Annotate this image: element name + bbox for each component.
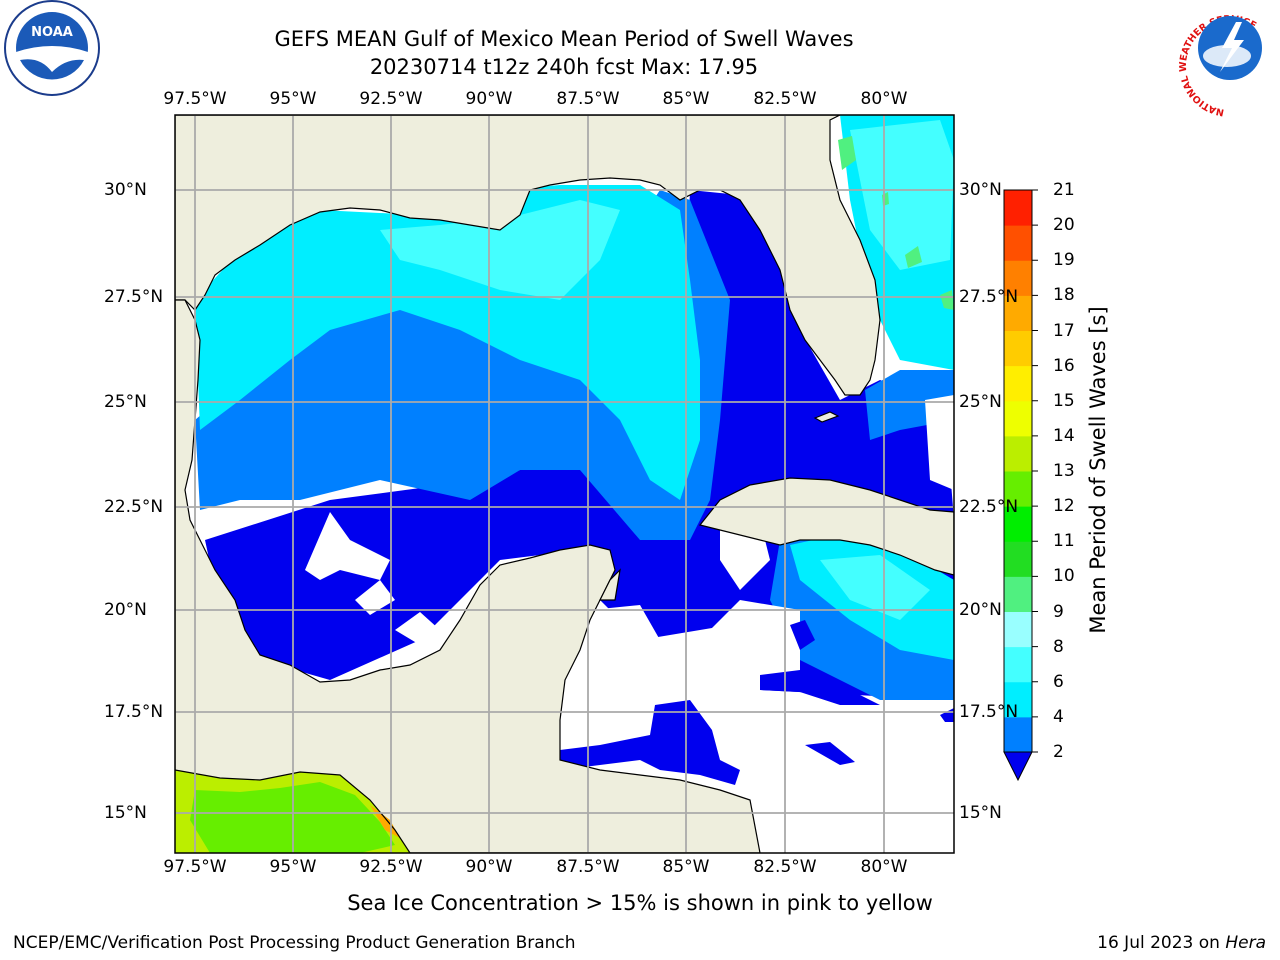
colorbar-tick-label: 13 [1053,461,1075,481]
lon-tick-bottom: 92.5°W [359,857,423,877]
colorbar-segment [1004,471,1032,507]
lon-tick-bottom: 97.5°W [163,857,227,877]
chart-subtitle: 20230714 t12z 240h fcst Max: 17.95 [369,55,759,79]
colorbar-tick-label: 10 [1053,566,1075,587]
colorbar-segment [1004,435,1032,472]
colorbar-tick-label: 8 [1053,636,1064,657]
lat-tick-right: 17.5°N [959,702,1019,722]
lat-tick-left: 30°N [104,180,147,200]
lon-tick-bottom: 85°W [662,857,710,877]
colorbar-tick-label: 9 [1053,601,1064,622]
colorbar-extend-triangle [1003,751,1033,782]
colorbar-tick-label: 20 [1053,215,1075,236]
nws-logo: NATIONAL WEATHER SERVICE [1178,0,1278,118]
lat-tick-left: 17.5°N [104,702,164,722]
colorbar-tick-label: 11 [1053,531,1075,552]
colorbar-segment [1004,260,1032,296]
graticule [175,115,954,853]
colorbar-segment [1004,646,1032,683]
colorbar-tick-label: 18 [1053,285,1075,306]
footer-date: 16 Jul 2023 on Hera [1097,933,1266,953]
lon-tick-top: 85°W [662,89,710,109]
lon-tick-top: 97.5°W [163,89,227,109]
map-area [175,115,954,853]
footer-date-text: 16 Jul 2023 on [1097,933,1226,953]
map-frame [174,114,955,854]
sea-ice-note: Sea Ice Concentration > 15% is shown in … [0,891,1280,915]
colorbar-tick-label: 6 [1053,671,1064,692]
colorbar [1003,189,1038,782]
lon-tick-top: 80°W [860,89,908,109]
lat-tick-left: 15°N [104,803,147,823]
lon-tick-top: 95°W [269,89,317,109]
colorbar-segment [1004,190,1032,226]
colorbar-tick-label: 14 [1053,425,1075,446]
lat-tick-right: 20°N [959,600,1002,620]
land [175,115,954,853]
lon-tick-bottom: 87.5°W [556,857,620,877]
colorbar-segment [1004,506,1032,542]
colorbar-segment [1004,541,1032,577]
footer-credit: NCEP/EMC/Verification Post Processing Pr… [13,933,576,953]
colorbar-tick-label: 21 [1053,180,1075,200]
noaa-logo: NOAA [4,0,100,96]
lat-tick-left: 20°N [104,600,147,620]
lon-tick-bottom: 90°W [465,857,513,877]
colorbar-segment [1004,330,1032,367]
lon-tick-top: 87.5°W [556,89,620,109]
lon-tick-top: 90°W [465,89,513,109]
colorbar-segment [1004,576,1032,612]
colorbar-tick-label: 15 [1053,390,1075,411]
colorbar-segment [1004,611,1032,648]
colorbar-segment [1004,365,1032,402]
lon-tick-bottom: 80°W [860,857,908,877]
colorbar-segment [1004,225,1032,261]
colorbar-segment [1004,681,1032,718]
lat-tick-right: 27.5°N [959,287,1019,307]
lat-tick-right: 22.5°N [959,497,1019,517]
lat-tick-left: 27.5°N [104,287,164,307]
chart-title: GEFS MEAN Gulf of Mexico Mean Period of … [274,27,854,51]
lat-tick-right: 15°N [959,803,1002,823]
colorbar-title: Mean Period of Swell Waves [s] [1086,306,1110,634]
colorbar-tick-label: 4 [1053,706,1064,727]
colorbar-tick-label: 17 [1053,320,1075,341]
lon-tick-top: 82.5°W [753,89,817,109]
lat-tick-right: 25°N [959,392,1002,412]
sea-ice-note-text: Sea Ice Concentration > 15% is shown in … [347,891,933,915]
footer-host: Hera [1225,933,1266,953]
colorbar-segment [1004,295,1032,331]
colorbar-tick-label: 12 [1053,496,1075,517]
lat-tick-left: 22.5°N [104,497,164,517]
colorbar-segment [1004,400,1032,437]
swell-field [195,115,954,853]
colorbar-segment [1004,716,1032,753]
colorbar-tick-label: 19 [1053,250,1075,271]
colorbar-tick-label: 16 [1053,355,1075,376]
lon-tick-top: 92.5°W [359,89,423,109]
lon-tick-bottom: 82.5°W [753,857,817,877]
colorbar-tick-label: 2 [1053,742,1064,762]
lat-tick-left: 25°N [104,392,147,412]
noaa-logo-text: NOAA [31,25,73,40]
lon-tick-bottom: 95°W [269,857,317,877]
lat-tick-right: 30°N [959,180,1002,200]
